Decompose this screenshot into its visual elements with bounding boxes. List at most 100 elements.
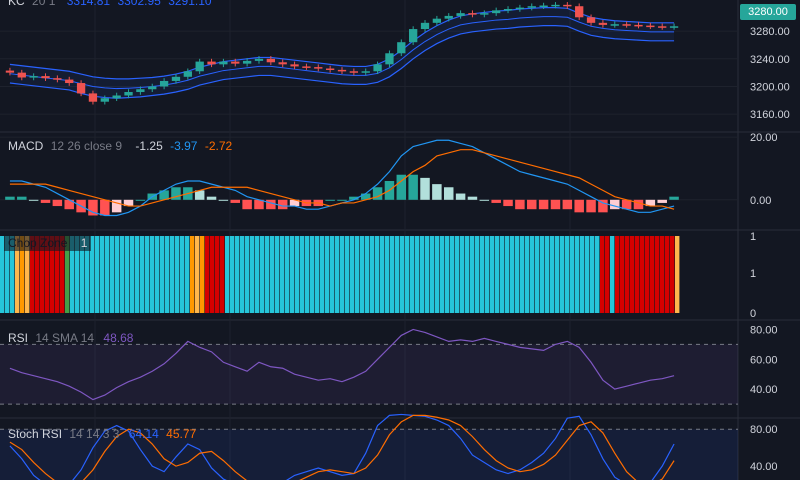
- kc-candle-body-3: [41, 76, 50, 79]
- macd-histogram-bar-50: [598, 199, 608, 213]
- chop-zone-bar-97: [485, 236, 490, 313]
- kc-params: 20 1: [32, 0, 56, 8]
- kc-candle-body-42: [503, 8, 513, 11]
- kc-candle-body-9: [112, 95, 121, 99]
- chop-zone-bar-65: [325, 236, 330, 313]
- chop-zone-bar-81: [405, 236, 410, 313]
- kc-candle-body-21: [254, 58, 264, 61]
- kc-legend[interactable]: KC 20 1 3314.81 3302.95 3291.10: [8, 0, 212, 8]
- chop-zone-bar-56: [280, 236, 285, 313]
- chop-zone-bar-0: [0, 236, 5, 313]
- kc-candle-body-30: [361, 71, 370, 73]
- macd-histogram-bar-49: [586, 199, 596, 213]
- chop-zone-bar-88: [440, 236, 445, 313]
- chop-zone-bar-69: [345, 236, 350, 313]
- chop-zone-bar-22: [110, 236, 115, 313]
- stoch-k-line: [9, 413, 675, 480]
- macd-histogram-bar-41: [491, 199, 501, 203]
- chop-zone-bar-2: [10, 236, 15, 313]
- chop-zone-bar-41: [205, 236, 210, 313]
- chop-zone-bar-135: [675, 236, 680, 313]
- chop-zone-bar-95: [475, 236, 480, 313]
- chop-zone-bar-85: [425, 236, 430, 313]
- macd-histogram-bar-21: [254, 199, 264, 210]
- chop-zone-bar-96: [480, 236, 485, 313]
- chop-zone-bar-98: [490, 236, 495, 313]
- chop-zone-bar-119: [595, 236, 600, 313]
- macd-histogram-bar-13: [159, 190, 169, 200]
- rsi-name: RSI: [8, 331, 29, 345]
- chop-zone-bar-71: [355, 236, 360, 313]
- macd-histogram-bar-28: [337, 199, 347, 201]
- chop-zone-bar-78: [390, 236, 395, 313]
- chop-zone-bar-6: [30, 236, 35, 313]
- kc-candle-body-33: [397, 42, 406, 54]
- chop-zone-bar-26: [130, 236, 135, 313]
- kc-value-basis: 3302.95: [117, 0, 161, 8]
- macd-histogram-bar-45: [538, 199, 549, 210]
- macd-histogram-bar-48: [574, 199, 584, 213]
- chop-zone-bar-72: [360, 236, 365, 313]
- macd-histogram-bar-51: [610, 199, 620, 210]
- chop-zone-bar-59: [295, 236, 300, 313]
- chop-zone-bar-90: [450, 236, 455, 313]
- macd-tick-label-1: 0.00: [750, 195, 771, 207]
- chop-zone-bar-68: [340, 236, 345, 313]
- chop-zone-bar-128: [640, 236, 645, 313]
- chop-zone-bar-110: [550, 236, 555, 313]
- chop-zone-bar-86: [430, 236, 435, 313]
- macd-histogram-bar-2: [28, 199, 39, 201]
- chop-zone-bar-53: [265, 236, 270, 313]
- macd-value-signal: -2.72: [204, 139, 233, 153]
- chop-zone-bar-49: [245, 236, 250, 313]
- chop-zone-bar-99: [495, 236, 500, 313]
- macd-histogram-bar-52: [621, 199, 632, 210]
- chop-zone-bar-13: [65, 236, 70, 313]
- chop-zone-bar-113: [565, 236, 570, 313]
- macd-histogram-bar-17: [206, 196, 217, 200]
- macd-histogram-bar-16: [194, 190, 205, 200]
- macd-histogram-bar-55: [657, 199, 667, 203]
- chop-tick-label-0: 1: [750, 231, 756, 243]
- macd-histogram-bar-39: [467, 196, 478, 200]
- chop-zone-bar-28: [140, 236, 145, 313]
- macd-histogram-bar-7: [88, 199, 98, 216]
- chop-zone-bar-126: [630, 236, 635, 313]
- stoch-legend[interactable]: Stoch RSI 14 14 3 3 64.14 45.77: [8, 427, 196, 441]
- chop-zone-bar-82: [410, 236, 415, 313]
- chop-zone-bar-125: [625, 236, 630, 313]
- macd-histogram-bar-3: [40, 199, 51, 203]
- rsi-legend[interactable]: RSI 14 SMA 14 48.68: [8, 331, 133, 345]
- macd-histogram-bar-36: [432, 184, 442, 200]
- chop-zone-bar-42: [210, 236, 215, 313]
- kc-candle-body-29: [349, 71, 359, 73]
- macd-histogram-bar-22: [266, 199, 276, 210]
- chop-zone-bar-115: [575, 236, 580, 313]
- kc-candle-body-45: [539, 5, 548, 8]
- macd-histogram-bar-38: [455, 193, 466, 200]
- macd-histogram-bar-46: [550, 199, 561, 210]
- macd-histogram-bar-31: [372, 187, 383, 200]
- chop-zone-bar-83: [415, 236, 420, 313]
- chop-legend[interactable]: Chop Zone 1: [4, 235, 92, 251]
- chop-zone-bar-101: [505, 236, 510, 313]
- macd-legend[interactable]: MACD 12 26 close 9 -1.25 -3.97 -2.72: [8, 139, 232, 153]
- chop-zone-bar-9: [45, 236, 50, 313]
- chop-zone-bar-121: [605, 236, 610, 313]
- kc-candle-body-44: [527, 6, 536, 8]
- macd-histogram-bar-30: [360, 193, 371, 200]
- kc-tick-label-3: 3160.00: [750, 109, 790, 121]
- chop-tick-label-2: 0: [750, 308, 756, 320]
- chop-zone-bar-25: [125, 236, 130, 313]
- chop-zone-bar-24: [120, 236, 125, 313]
- chop-zone-bar-132: [660, 236, 665, 313]
- chop-zone-bar-38: [190, 236, 195, 313]
- chop-zone-bar-124: [620, 236, 625, 313]
- chop-zone-bar-112: [560, 236, 565, 313]
- kc-tick-label-2: 3200.00: [750, 81, 790, 93]
- chop-zone-bar-20: [100, 236, 105, 313]
- chop-zone-bar-116: [580, 236, 585, 313]
- chop-zone-bar-107: [535, 236, 540, 313]
- stoch-tick-label-1: 40.00: [750, 461, 778, 473]
